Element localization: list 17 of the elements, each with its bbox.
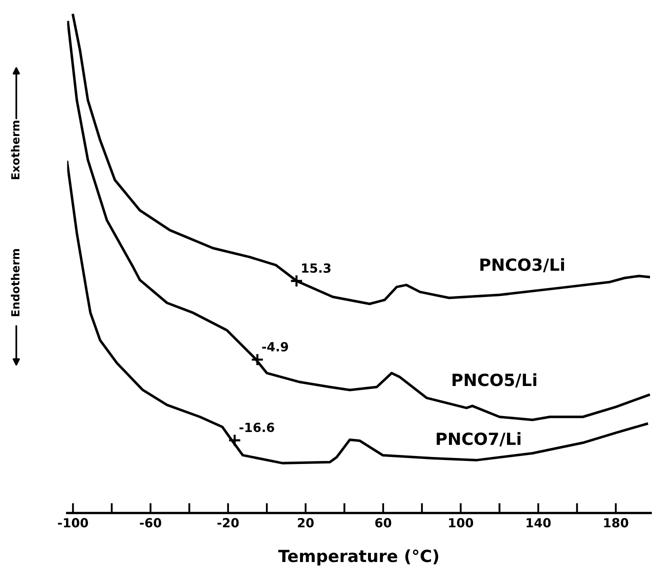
x-axis-title: Temperature (°C) — [278, 549, 438, 566]
x-tick-label: -20 — [217, 518, 239, 528]
x-tick-label: 140 — [526, 518, 551, 528]
x-tick-label: 180 — [604, 518, 628, 528]
annotation: -16.6 — [240, 422, 274, 432]
series-label: PNCO7/Li — [436, 432, 520, 446]
text: Endotherm — [10, 249, 20, 316]
series-label: PNCO3/Li — [480, 258, 564, 272]
text: Exotherm — [10, 120, 20, 180]
annotation: 15.3 — [302, 263, 331, 273]
x-tick-label: 60 — [375, 518, 392, 528]
x-tick-label: 20 — [298, 518, 314, 528]
series-label: PNCO5/Li — [452, 373, 536, 388]
annotation: -4.9 — [262, 342, 288, 352]
x-tick-label: -100 — [58, 518, 88, 528]
x-tick-label: -60 — [140, 518, 162, 528]
x-tick-label: 100 — [449, 518, 474, 528]
